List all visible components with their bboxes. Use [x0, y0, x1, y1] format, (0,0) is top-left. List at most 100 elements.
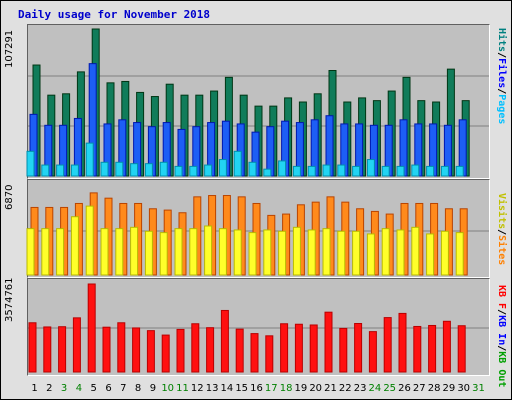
pages-bar	[41, 164, 50, 177]
day-label: 27	[412, 383, 426, 394]
pages-bar	[455, 165, 464, 177]
pages-bar	[144, 163, 153, 177]
visits-bar	[381, 228, 390, 276]
visits-bar	[411, 226, 420, 276]
day-label: 31	[472, 383, 485, 394]
visits-bar	[218, 228, 227, 276]
kbytes-bar	[368, 331, 377, 373]
chart-title: Daily usage for November 2018	[18, 8, 211, 21]
day-label: 9	[149, 383, 157, 394]
kbytes-bar	[220, 309, 229, 373]
kbytes-bar	[191, 323, 200, 373]
kbytes-bar	[265, 335, 274, 373]
visits-bar	[337, 230, 346, 276]
day-label: 11	[176, 383, 189, 394]
day-label: 28	[427, 383, 441, 394]
visits-bar	[41, 228, 50, 276]
visits-bar	[455, 232, 464, 276]
kbytes-bar	[28, 322, 37, 373]
day-label: 26	[398, 383, 411, 394]
pages-bar	[440, 165, 449, 177]
pages-bar	[307, 165, 316, 177]
pages-bar	[337, 164, 346, 177]
day-label: 16	[250, 383, 263, 394]
day-label: 10	[161, 383, 175, 394]
files-bar	[266, 126, 275, 177]
day-label: 20	[309, 383, 323, 394]
kbytes-bar	[235, 328, 244, 373]
visits-bar	[233, 229, 242, 276]
kbytes-bar	[87, 283, 96, 373]
kbytes-bar	[413, 325, 422, 373]
pages-bar	[159, 161, 168, 177]
day-label: 17	[264, 383, 278, 394]
visits-bar	[426, 233, 435, 276]
visits-bar	[292, 226, 301, 276]
pages-bar	[204, 164, 213, 177]
day-label: 21	[324, 383, 337, 394]
pages-bar	[174, 165, 183, 177]
visits-bar	[189, 228, 198, 276]
pages-bar	[381, 165, 390, 177]
day-label: 23	[353, 383, 367, 394]
kbytes-bar	[146, 330, 155, 373]
pages-bar	[70, 164, 79, 177]
kbytes-bar	[324, 311, 333, 373]
day-label: 30	[457, 383, 471, 394]
kbytes-bar	[102, 326, 111, 373]
visits-bar	[56, 228, 65, 276]
pages-bar	[85, 142, 94, 177]
visits-bar	[352, 230, 361, 276]
kbytes-bar	[72, 317, 81, 373]
kbytes-bar	[428, 324, 437, 373]
pages-bar	[189, 165, 198, 177]
day-label: 4	[75, 383, 83, 394]
visits-bar	[130, 226, 139, 276]
visits-bar	[440, 230, 449, 276]
day-label: 22	[338, 383, 352, 394]
day-label: 8	[134, 383, 142, 394]
visits-bar	[159, 232, 168, 276]
kbytes-bar	[280, 323, 289, 373]
day-label: 19	[294, 383, 308, 394]
pages-bar	[26, 150, 35, 177]
kbytes-bar	[132, 327, 141, 373]
visits-bar	[115, 228, 124, 276]
visits-bar	[263, 229, 272, 276]
pages-bar	[352, 165, 361, 177]
day-label: 29	[442, 383, 456, 394]
visits-bar	[204, 225, 213, 276]
pages-bar	[396, 165, 405, 177]
day-label: 25	[383, 383, 397, 394]
day-label: 6	[105, 383, 112, 394]
visits-bar	[307, 229, 316, 276]
pages-bar	[411, 164, 420, 177]
visits-bar	[322, 228, 331, 276]
kbytes-bar	[294, 323, 303, 373]
kbytes-bar	[442, 320, 451, 373]
visits-bar	[248, 232, 257, 276]
day-label: 7	[120, 383, 127, 394]
kbytes-bar	[117, 322, 126, 373]
kbytes-bar	[58, 326, 67, 373]
visits-bar	[366, 233, 375, 276]
pages-bar	[56, 164, 65, 177]
kbytes-bar	[457, 325, 466, 373]
day-label: 3	[60, 383, 68, 394]
day-label: 13	[205, 383, 219, 394]
pages-bar	[248, 161, 257, 177]
pages-bar	[218, 159, 227, 177]
day-label: 12	[190, 383, 204, 394]
day-label: 24	[368, 383, 382, 394]
day-label: 14	[220, 383, 234, 394]
kbytes-bar	[398, 312, 407, 373]
day-label: 2	[46, 383, 53, 394]
pages-bar	[426, 165, 435, 177]
visits-bar	[144, 230, 153, 276]
pages-bar	[263, 168, 272, 177]
kbytes-bar	[250, 333, 259, 373]
visits-bar	[26, 228, 35, 276]
pages-bar	[115, 161, 124, 177]
